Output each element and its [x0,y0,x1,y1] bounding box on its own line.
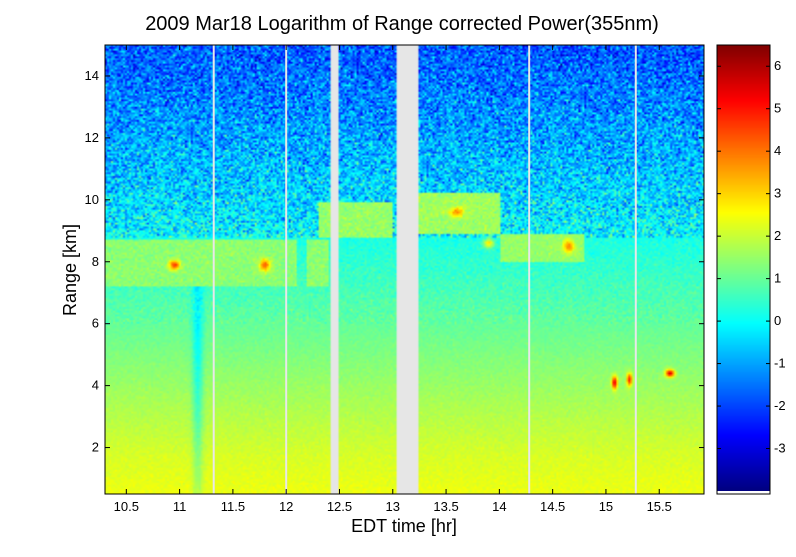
x-tick-label: 13.5 [433,499,458,514]
colorbar-tick-label: 4 [774,143,781,158]
colorbar-tick-label: 2 [774,228,781,243]
colorbar-tick-label: -2 [774,398,786,413]
colorbar-tick-label: -1 [774,356,786,371]
plot-area: 10.5 11 11.5 12 12.5 13 13.5 14 14.5 15 15.5 24681… [85,44,705,514]
colorbar: -3 -2 -1 0 1 2 3 4 5 6 [716,44,786,495]
chart-title: 2009 Mar18 Logarithm of Range corrected … [145,13,659,35]
colorbar-frame [716,44,771,495]
colorbar-tick-label: 3 [774,186,781,201]
x-axis: 10.5 11 11.5 12 12.5 13 13.5 14 14.5 15 15.5 [114,45,672,514]
y-tick-label: 14 [85,68,99,83]
x-tick-label: 14 [492,499,506,514]
colorbar-tick-label: 6 [774,58,781,73]
backscatter-heatmap [105,45,704,494]
x-tick-label: 10.5 [114,499,139,514]
x-tick-label: 15.5 [647,499,672,514]
colorbar-gradient [717,45,770,491]
x-tick-label: 15 [599,499,613,514]
plot-frame [104,44,705,495]
colorbar-tick-label: 0 [774,313,781,328]
x-tick-label: 13 [386,499,400,514]
y-tick-label: 12 [85,130,99,145]
colorbar-tick-label: -3 [774,441,786,456]
y-tick-label: 6 [92,316,99,331]
x-tick-label: 12 [279,499,293,514]
x-tick-label: 14.5 [540,499,565,514]
x-tick-label: 11.5 [221,499,245,514]
colorbar-tick-label: 1 [774,271,781,286]
y-axis-label: Range [km] [60,224,80,316]
x-tick-label: 12.5 [327,499,352,514]
x-tick-label: 11 [173,499,187,514]
y-tick-label: 2 [92,440,99,455]
y-tick-label: 8 [92,254,99,269]
y-axis: 2 4 6 8 10 12 14 [85,68,704,455]
y-tick-label: 4 [92,378,99,393]
y-tick-label: 10 [85,192,99,207]
colorbar-tick-label: 5 [774,101,781,116]
x-axis-label: EDT time [hr] [351,516,457,536]
colorbar-axis: -3 -2 -1 0 1 2 3 4 5 6 [717,58,786,456]
